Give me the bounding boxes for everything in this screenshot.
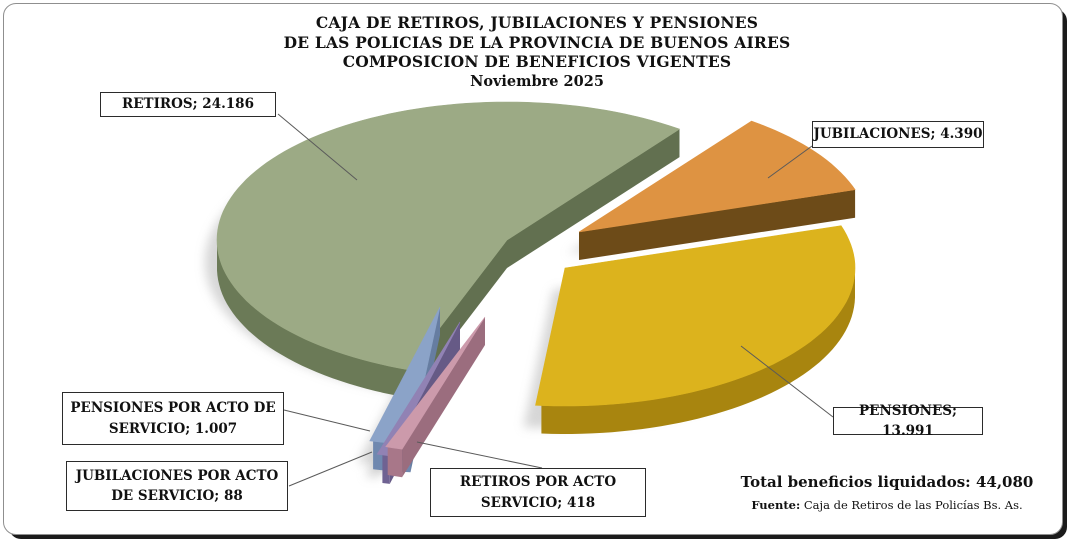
chart-title-line-1: CAJA DE RETIROS, JUBILACIONES Y PENSIONE… bbox=[315, 13, 759, 32]
leader-line-pensiones-acto bbox=[283, 409, 371, 432]
pie-slice-retiros-acto bbox=[385, 316, 486, 478]
callout-pensiones: PENSIONES; 13.991 bbox=[833, 403, 983, 439]
chart-title-line-3: COMPOSICION DE BENEFICIOS VIGENTES bbox=[342, 52, 732, 71]
callout-jubilaciones: JUBILACIONES; 4.390 bbox=[812, 121, 984, 148]
total-benefits-text: Total beneficios liquidados: 44,080 bbox=[740, 473, 1034, 491]
callout-jubilaciones-acto-line1: JUBILACIONES POR ACTO bbox=[75, 467, 279, 484]
leader-line-pensiones bbox=[740, 345, 834, 418]
chart-border-frame bbox=[3, 3, 1063, 535]
callout-pensiones-acto: PENSIONES POR ACTO DE SERVICIO; 1.007 bbox=[62, 392, 284, 445]
chart-subtitle-date: Noviembre 2025 bbox=[470, 72, 604, 90]
callout-retiros-acto-line2: SERVICIO; 418 bbox=[480, 494, 596, 511]
pie-slice-pensiones bbox=[535, 225, 856, 434]
callout-pensiones-text: PENSIONES; 13.991 bbox=[859, 402, 957, 439]
leader-line-retiros bbox=[277, 113, 358, 181]
callout-jubilaciones-acto-line2: DE SERVICIO; 88 bbox=[111, 488, 243, 504]
leader-lines bbox=[277, 113, 834, 487]
source-label: Fuente: bbox=[751, 498, 801, 512]
chart-title: CAJA DE RETIROS, JUBILACIONES Y PENSIONE… bbox=[0, 13, 1074, 91]
leader-line-jubilaciones-acto bbox=[288, 451, 373, 487]
callout-jubilaciones-text: JUBILACIONES; 4.390 bbox=[813, 126, 983, 143]
pie-slice-jubilaciones bbox=[578, 120, 856, 260]
callout-retiros-text: RETIROS; 24.186 bbox=[122, 96, 254, 113]
callout-retiros: RETIROS; 24.186 bbox=[100, 92, 276, 117]
source-text: Fuente: Caja de Retiros de las Policías … bbox=[722, 498, 1052, 512]
chart-footer: Total beneficios liquidados: 44,080 Fuen… bbox=[722, 473, 1052, 512]
pie-slices bbox=[216, 101, 856, 484]
callout-jubilaciones-acto: JUBILACIONES POR ACTO DE SERVICIO; 88 bbox=[66, 461, 288, 511]
chart-title-line-2: DE LAS POLICIAS DE LA PROVINCIA DE BUENO… bbox=[283, 32, 791, 52]
callout-retiros-acto: RETIROS POR ACTO SERVICIO; 418 bbox=[430, 468, 646, 517]
callout-pensiones-acto-line2: SERVICIO; 1.007 bbox=[108, 420, 238, 437]
callout-retiros-acto-line1: RETIROS POR ACTO bbox=[459, 474, 617, 491]
callout-pensiones-acto-line1: PENSIONES POR ACTO DE bbox=[70, 400, 276, 417]
source-value: Caja de Retiros de las Policías Bs. As. bbox=[803, 498, 1023, 512]
leader-line-jubilaciones bbox=[767, 145, 813, 179]
leader-line-retiros-acto bbox=[416, 441, 543, 469]
